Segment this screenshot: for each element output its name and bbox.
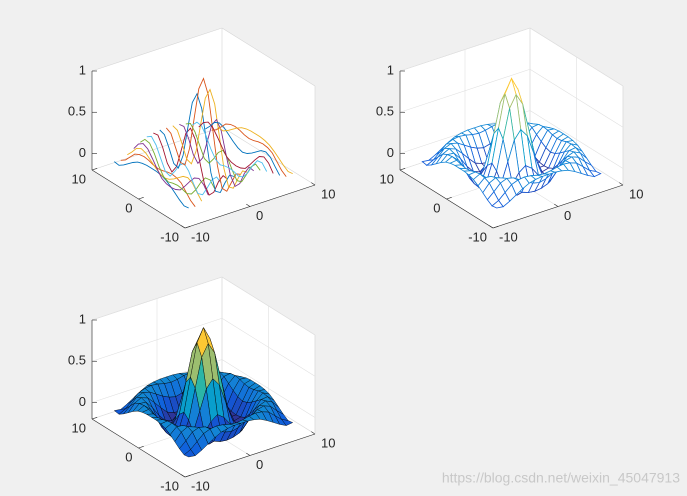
data-line <box>159 92 235 194</box>
axis-line <box>184 184 316 229</box>
x-tick-label: -10 <box>191 229 210 244</box>
tick-mark <box>446 196 452 200</box>
box-edge <box>221 27 316 87</box>
surface-patch <box>491 199 504 209</box>
tick-mark <box>246 452 251 456</box>
axes-background <box>92 28 315 228</box>
axes: 0 0.5 1 -10 0 10 -10 0 10 <box>68 27 335 244</box>
z-tick-label: 1 <box>387 62 394 77</box>
surface-patch <box>183 449 196 458</box>
z-tick-label: 0 <box>79 394 86 409</box>
z-tick-label: 0 <box>79 145 86 160</box>
data-line <box>205 121 281 176</box>
tick-mark <box>399 167 406 171</box>
z-tick-label: 0 <box>387 145 394 160</box>
box-edge <box>91 27 223 72</box>
axis-line <box>492 184 624 229</box>
tick-mark <box>311 431 316 435</box>
x-tick-label: 10 <box>629 186 643 201</box>
tick-mark <box>311 182 316 186</box>
axes: 0 0.5 1 -10 0 10 -10 0 10 <box>376 27 643 244</box>
x-tick-label: 0 <box>256 208 263 223</box>
z-tick-label: 0.5 <box>376 104 394 119</box>
y-tick-label: -10 <box>160 478 179 493</box>
data-line <box>146 135 222 196</box>
data-line <box>133 143 209 196</box>
watermark: https://blog.csdn.net/weixin_45047913 <box>442 470 680 486</box>
tick-mark <box>91 167 98 171</box>
y-tick-label: -10 <box>468 229 487 244</box>
axis-line <box>91 418 186 478</box>
data-line <box>211 123 287 177</box>
y-tick-label: -10 <box>160 229 179 244</box>
axis-line <box>399 169 494 229</box>
data-line <box>165 77 241 192</box>
tick-mark <box>619 182 624 186</box>
z-tick-label: 1 <box>79 62 86 77</box>
x-tick-label: 10 <box>321 186 335 201</box>
tick-mark <box>246 203 251 207</box>
x-tick-label: 0 <box>256 457 263 472</box>
z-tick-label: 1 <box>79 311 86 326</box>
y-tick-label: 0 <box>125 449 132 464</box>
tick-mark <box>138 445 144 449</box>
data-line <box>218 126 293 175</box>
axis-line <box>91 169 186 229</box>
axis-line <box>184 433 316 478</box>
tick-mark <box>91 416 98 420</box>
data-line <box>114 161 189 209</box>
data-line <box>120 153 196 207</box>
y-tick-label: 0 <box>433 200 440 215</box>
z-tick-label: 0.5 <box>68 353 86 368</box>
tick-mark <box>138 196 144 200</box>
x-tick-label: -10 <box>499 229 518 244</box>
z-tick-label: 0.5 <box>68 104 86 119</box>
data-line <box>140 138 216 195</box>
y-tick-label: 10 <box>72 420 86 435</box>
tick-mark <box>554 203 559 207</box>
y-tick-label: 10 <box>380 171 394 186</box>
x-tick-label: -10 <box>191 478 210 493</box>
data-line <box>192 121 268 178</box>
axes: 0 0.5 1 -10 0 10 -10 0 10 <box>68 276 335 493</box>
data-line <box>179 118 254 188</box>
box-edge <box>221 126 316 186</box>
x-tick-label: 10 <box>321 435 335 450</box>
x-tick-label: 0 <box>564 208 571 223</box>
y-tick-label: 10 <box>72 171 86 186</box>
y-tick-label: 0 <box>125 200 132 215</box>
